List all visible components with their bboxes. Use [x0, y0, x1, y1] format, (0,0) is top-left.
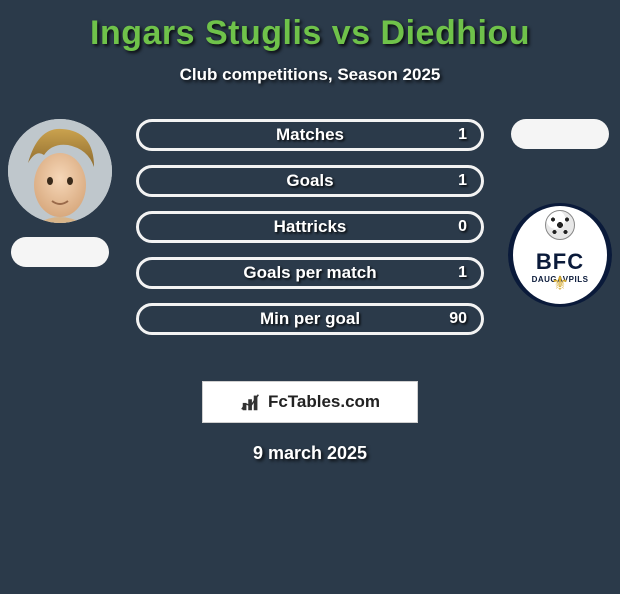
- stat-value-right: 0: [458, 218, 467, 236]
- stat-label: Matches: [276, 125, 344, 145]
- footer-date: 9 march 2025: [0, 443, 620, 464]
- fleur-de-lis-icon: ⚜: [551, 271, 569, 296]
- stat-row: Goals 1: [136, 165, 484, 197]
- comparison-panel: BFC DAUGAVPILS ⚜ Matches 1 Goals 1 Hattricks…: [0, 119, 620, 359]
- stat-row: Matches 1: [136, 119, 484, 151]
- stat-label: Hattricks: [274, 217, 347, 237]
- club-badge: BFC DAUGAVPILS ⚜: [508, 203, 612, 307]
- watermark-text: FcTables.com: [268, 392, 380, 412]
- stat-row: Min per goal 90: [136, 303, 484, 335]
- player-right-club-pill: [511, 119, 609, 149]
- stat-value-right: 1: [458, 264, 467, 282]
- stat-label: Goals: [286, 171, 333, 191]
- player-right-badge: BFC DAUGAVPILS ⚜: [508, 203, 612, 307]
- watermark: FcTables.com: [202, 381, 418, 423]
- soccer-ball-icon: [545, 210, 575, 240]
- stat-value-right: 1: [458, 126, 467, 144]
- player-right-column: BFC DAUGAVPILS ⚜: [500, 119, 620, 307]
- page-title: Ingars Stuglis vs Diedhiou: [0, 14, 620, 53]
- avatar-photo-icon: [8, 119, 112, 223]
- bar-chart-icon: [240, 391, 262, 413]
- stat-label: Goals per match: [243, 263, 376, 283]
- player-left-column: [0, 119, 120, 267]
- stat-value-right: 90: [449, 310, 467, 328]
- stat-row: Hattricks 0: [136, 211, 484, 243]
- stat-row: Goals per match 1: [136, 257, 484, 289]
- stat-bars: Matches 1 Goals 1 Hattricks 0 Goals per match 1…: [136, 119, 484, 335]
- page-subtitle: Club competitions, Season 2025: [0, 65, 620, 85]
- stat-value-right: 1: [458, 172, 467, 190]
- player-left-club-pill: [11, 237, 109, 267]
- player-left-avatar: [8, 119, 112, 223]
- stat-label: Min per goal: [260, 309, 360, 329]
